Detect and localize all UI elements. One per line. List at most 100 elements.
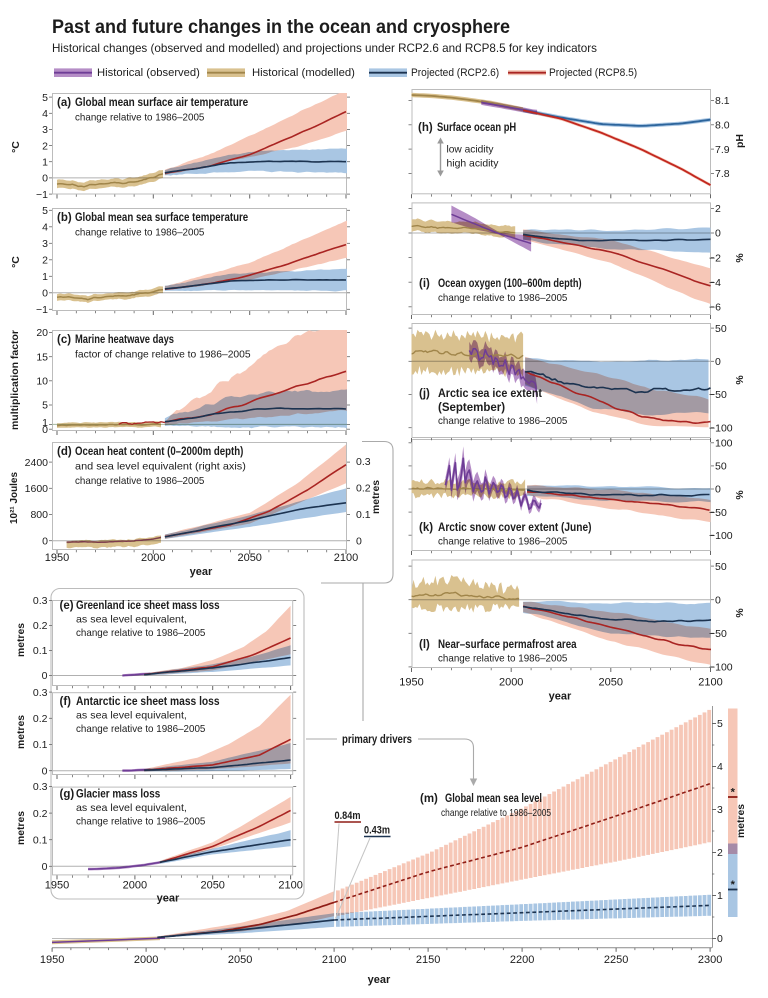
svg-text:metres: metres: [735, 804, 747, 838]
svg-text:(l): (l): [419, 639, 430, 651]
svg-text:Global mean sea level: Global mean sea level: [445, 793, 542, 805]
svg-text:2400: 2400: [25, 457, 49, 469]
svg-text:year: year: [368, 974, 391, 986]
svg-text:5: 5: [42, 92, 48, 104]
svg-text:0: 0: [42, 670, 48, 682]
svg-text:50: 50: [715, 323, 727, 335]
svg-text:−2: −2: [709, 252, 721, 264]
svg-text:−1: −1: [36, 304, 48, 316]
svg-text:metres: metres: [370, 480, 382, 514]
svg-text:0: 0: [42, 765, 48, 777]
svg-text:multiplication factor: multiplication factor: [9, 330, 21, 430]
svg-text:change relative to 1986–2005: change relative to 1986–2005: [76, 628, 206, 639]
svg-text:(September): (September): [438, 402, 505, 414]
svg-text:1: 1: [42, 156, 48, 168]
svg-text:0: 0: [42, 535, 48, 547]
svg-text:0: 0: [717, 933, 723, 945]
svg-text:−100: −100: [709, 662, 733, 674]
svg-text:0: 0: [715, 228, 721, 240]
svg-text:−4: −4: [709, 277, 721, 289]
svg-text:0.1: 0.1: [33, 739, 48, 751]
svg-text:change relative to 1986–2005: change relative to 1986–2005: [438, 293, 568, 304]
svg-text:(m): (m): [420, 793, 438, 805]
svg-text:1950: 1950: [45, 880, 69, 892]
svg-text:0.84m: 0.84m: [335, 810, 361, 822]
svg-text:*: *: [731, 787, 736, 799]
svg-text:0: 0: [42, 424, 48, 436]
svg-text:year: year: [190, 566, 213, 578]
svg-text:2: 2: [715, 203, 721, 215]
svg-text:2100: 2100: [322, 954, 346, 966]
svg-text:(j): (j): [419, 388, 430, 400]
svg-text:2050: 2050: [237, 552, 261, 564]
svg-text:primary drivers: primary drivers: [342, 732, 412, 746]
svg-text:800: 800: [30, 509, 48, 521]
svg-text:Ocean heat content (0–2000m de: Ocean heat content (0–2000m depth): [75, 446, 243, 458]
svg-text:change relative to 1986–2005: change relative to 1986–2005: [75, 113, 205, 124]
svg-text:Global mean surface air temper: Global mean surface air temperature: [75, 97, 248, 109]
svg-text:(h): (h): [418, 122, 433, 134]
svg-text:as sea level equivalent,: as sea level equivalent,: [76, 803, 187, 814]
svg-text:and sea level equivalent (righ: and sea level equivalent (right axis): [75, 462, 246, 473]
svg-text:change relative to 1986–2005: change relative to 1986–2005: [76, 817, 206, 828]
svg-text:%: %: [734, 608, 746, 618]
svg-text:%: %: [734, 253, 746, 263]
svg-text:year: year: [549, 691, 572, 703]
svg-text:1: 1: [717, 890, 723, 902]
svg-text:Historical (observed): Historical (observed): [97, 67, 200, 79]
svg-text:Historical changes (observed a: Historical changes (observed and modelle…: [52, 41, 597, 55]
svg-text:(i): (i): [419, 278, 430, 290]
svg-text:3: 3: [42, 238, 48, 250]
svg-text:0.2: 0.2: [33, 620, 48, 632]
svg-text:1950: 1950: [40, 954, 64, 966]
svg-text:0.2: 0.2: [356, 483, 371, 495]
svg-text:−100: −100: [709, 530, 733, 542]
svg-text:change relative to 1986–2005: change relative to 1986–2005: [441, 808, 551, 819]
svg-text:change relative to 1986–2005: change relative to 1986–2005: [438, 537, 568, 548]
svg-text:−100: −100: [709, 422, 733, 434]
svg-text:Global mean sea surface temper: Global mean sea surface temperature: [75, 212, 248, 224]
svg-text:%: %: [734, 375, 746, 385]
svg-text:2200: 2200: [510, 954, 534, 966]
svg-text:50: 50: [715, 561, 727, 573]
svg-text:change relative to 1986–2005: change relative to 1986–2005: [75, 228, 205, 239]
svg-text:1: 1: [42, 417, 48, 429]
svg-text:7.8: 7.8: [715, 168, 730, 180]
svg-text:0: 0: [715, 356, 721, 368]
svg-text:5: 5: [717, 718, 723, 730]
svg-text:Glacier mass loss: Glacier mass loss: [76, 789, 160, 801]
svg-text:−6: −6: [709, 302, 721, 314]
svg-text:8.0: 8.0: [715, 120, 730, 132]
svg-text:2250: 2250: [604, 954, 628, 966]
svg-text:2000: 2000: [123, 880, 147, 892]
svg-text:0.3: 0.3: [33, 687, 48, 699]
svg-text:3: 3: [717, 804, 723, 816]
svg-text:(a): (a): [57, 97, 71, 109]
svg-text:(d): (d): [57, 446, 72, 458]
svg-text:1950: 1950: [399, 677, 423, 689]
svg-text:0.3: 0.3: [33, 595, 48, 607]
svg-text:Greenland ice sheet mass loss: Greenland ice sheet mass loss: [76, 600, 220, 612]
svg-text:Arctic snow cover extent (June: Arctic snow cover extent (June): [438, 522, 592, 534]
svg-text:2050: 2050: [599, 677, 623, 689]
svg-text:as sea level equivalent,: as sea level equivalent,: [76, 711, 187, 722]
svg-text:metres: metres: [15, 811, 27, 845]
svg-text:0: 0: [356, 535, 362, 547]
svg-text:°C: °C: [10, 256, 22, 268]
svg-text:0.1: 0.1: [33, 645, 48, 657]
svg-text:2100: 2100: [698, 677, 722, 689]
svg-text:as sea level equivalent,: as sea level equivalent,: [76, 615, 187, 626]
svg-text:10: 10: [36, 376, 48, 388]
svg-text:Surface ocean pH: Surface ocean pH: [437, 122, 516, 134]
svg-text:4: 4: [42, 222, 48, 234]
svg-text:change relative to 1986–2005: change relative to 1986–2005: [75, 476, 205, 487]
svg-text:−50: −50: [709, 628, 727, 640]
svg-text:0.2: 0.2: [33, 808, 48, 820]
svg-text:Projected (RCP8.5): Projected (RCP8.5): [549, 67, 637, 79]
svg-text:metres: metres: [15, 623, 27, 657]
svg-text:Historical (modelled): Historical (modelled): [252, 67, 355, 79]
svg-text:Projected (RCP2.6): Projected (RCP2.6): [411, 67, 499, 79]
svg-text:(f): (f): [60, 696, 72, 708]
svg-text:5: 5: [42, 205, 48, 217]
svg-text:2050: 2050: [228, 954, 252, 966]
